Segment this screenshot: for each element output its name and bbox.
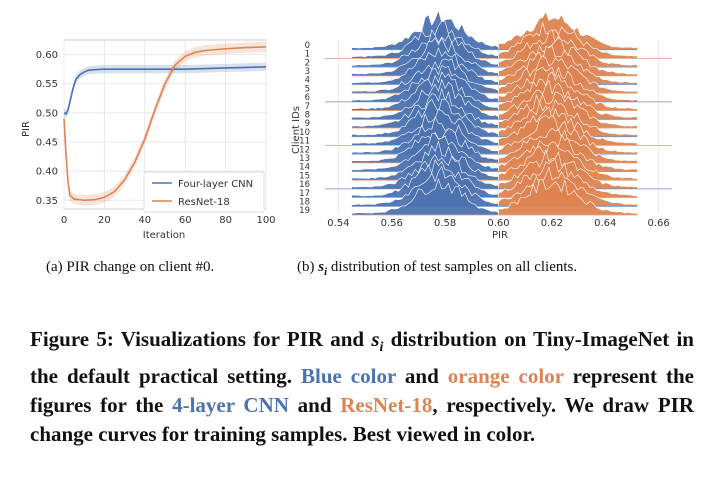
plot-b-xtick-label: 0.54 [327,218,349,229]
plot-b-client-label: 10 [299,128,310,138]
plot-b-xtick-label: 0.64 [594,218,616,229]
plot-b-xtick-label: 0.62 [541,218,563,229]
plot-a-series-line-0 [63,66,267,116]
plot-a-ytick-label: 0.50 [36,108,58,119]
plot-a-xlabel: Iteration [143,230,185,241]
subcaption-b: (b) si distribution of test samples on a… [297,259,577,279]
plot-b-client-label: 2 [305,58,310,68]
plot-b-client-label: 11 [299,137,310,147]
panel-b-ridgeline-chart: 0.54 0.56 0.58 0.60 0.62 0.64 0.66012345678910… [291,9,672,241]
plot-b-xlabel: PIR [492,230,508,241]
subcaption-a: (a) PIR change on client #0. [46,259,215,275]
plot-b-xtick-label: 0.58 [434,218,456,229]
plot-b-client-label: 16 [299,180,310,190]
plot-a-xtick-label: 20 [98,215,111,226]
plot-a-xtick-label: 100 [256,215,275,226]
plot-a-ytick-label: 0.35 [36,196,58,207]
caption-part-2: distribution on Tiny-ImageNet in the def… [30,327,694,389]
plot-b-client-label: 9 [305,119,310,129]
plot-b-client-label: 0 [305,41,310,51]
plot-b-ticks: 0.54 0.56 0.58 0.60 0.62 0.64 0.66012345678910… [299,41,670,229]
plot-b-xtick-label: 0.56 [381,218,403,229]
plot-b-client-label: 19 [299,206,310,216]
plot-a-legend: Four-layer CNN ResNet-18 [143,171,265,213]
caption-blue-color: Blue color [300,364,396,389]
plot-b-client-label: 1 [305,50,310,60]
legend-box [143,171,265,213]
legend-label-cnn: Four-layer CNN [178,179,253,190]
plot-b-client-label: 3 [305,67,310,77]
plot-a-ytick-label: 0.40 [36,167,58,178]
legend-label-resnet: ResNet-18 [178,197,230,208]
plot-a-band-0 [64,62,266,119]
plot-b-client-label: 4 [305,76,310,86]
figure-caption: Figure 5: Visualizations for PIR and si … [30,325,694,449]
caption-part-3: and [395,364,448,389]
plot-b-client-label: 5 [305,84,310,94]
plot-b-ridge [351,178,499,216]
plot-a-ytick-label: 0.55 [36,79,58,90]
plot-a-ytick-label: 0.45 [36,137,58,148]
caption-resnet: ResNet-18 [340,393,433,418]
plot-a-ylabel: PIR [21,121,32,137]
plot-b-client-label: 7 [305,102,310,112]
plot-a-series-line-1 [63,46,267,202]
caption-part-1: Figure 5: Visualizations for PIR and [30,327,372,351]
plot-b-client-label: 13 [299,154,310,164]
caption-part-5: and [288,393,341,418]
caption-part-6: , respectively. We draw PIR change curve… [30,393,694,447]
plot-a-xtick-label: 40 [138,215,151,226]
subcaption-b-symbol: s [318,259,325,275]
plot-b-ridge [351,116,499,155]
subcaption-b-sub: i [324,266,328,278]
subcaption-b-suffix: distribution of test samples on all clie… [327,259,578,275]
plot-a-xtick-label: 80 [219,215,232,226]
plot-a-xtick-label: 60 [179,215,192,226]
plot-a-ytick-label: 0.60 [36,50,58,61]
plot-b-client-label: 14 [299,163,310,173]
plot-b-client-label: 15 [299,171,310,181]
plot-b-client-label: 17 [299,189,310,199]
caption-cnn: 4-layer CNN [172,393,289,418]
caption-symbol: s [371,327,380,351]
plot-a-ticks: 0 20 40 60 80 100 0.35 0.40 0.45 0.50 0.55 0.60 [36,50,276,226]
plot-a-lines [63,46,267,202]
panel-a-line-chart: 0 20 40 60 80 100 0.35 0.40 0.45 0.50 0.55 0.60 Ite… [21,39,276,241]
plot-b-ylabel: Client IDs [291,106,302,154]
plot-b-xtick-label: 0.60 [487,218,509,229]
caption-symbol-sub: i [379,340,384,356]
plot-b-ridge [498,179,638,216]
plot-b-xtick-label: 0.66 [648,218,670,229]
plot-b-client-label: 6 [305,93,310,103]
plot-a-xtick-label: 0 [61,215,67,226]
plot-b-ridges [325,9,672,216]
plot-a-bands [64,41,266,206]
plot-b-client-label: 12 [299,145,310,155]
caption-part-4: represent the figures for the [30,364,694,418]
plot-b-client-label: 18 [299,197,310,207]
caption-orange-color: orange color [447,364,564,389]
subcaption-b-prefix: (b) [297,259,319,275]
plot-b-client-label: 8 [305,110,310,120]
